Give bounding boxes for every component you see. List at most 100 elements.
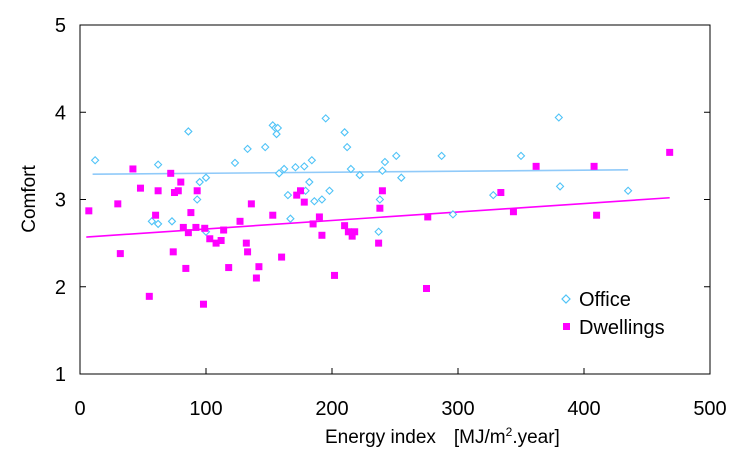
office-point: [346, 164, 356, 174]
office-point: [554, 113, 564, 122]
dwellings-point: [171, 189, 178, 197]
office-point: [153, 219, 163, 229]
y-axis-title: Comfort: [19, 165, 40, 233]
office-point: [274, 169, 284, 178]
y-axis-ticks: 1 2 3 4 5: [55, 15, 710, 386]
office-point: [286, 214, 295, 223]
legend-office-label: Office: [579, 289, 631, 311]
dwellings-point: [509, 208, 517, 216]
office-point: [167, 217, 177, 226]
office-point: [184, 127, 193, 136]
office-point: [279, 164, 289, 174]
office-point: [90, 155, 100, 165]
dwellings-point: [297, 187, 304, 195]
office-point: [291, 162, 300, 172]
dwellings-point: [193, 187, 201, 195]
dwellings-point: [129, 165, 137, 173]
dwellings-point: [424, 213, 432, 221]
office-point: [283, 190, 293, 200]
office-point: [374, 227, 383, 237]
dwellings-point: [341, 222, 349, 230]
dwellings-point: [376, 204, 384, 212]
dwellings-point: [497, 189, 505, 197]
office-point: [378, 166, 387, 175]
dwellings-point: [593, 211, 601, 219]
dwellings-point: [179, 223, 187, 231]
office-point: [397, 173, 406, 182]
office-point: [300, 162, 309, 171]
office-point: [355, 170, 364, 180]
dwellings-point: [217, 237, 225, 245]
dwellings-point: [375, 239, 383, 247]
office-point: [260, 142, 270, 152]
series-office: [90, 113, 633, 237]
dwellings-point: [269, 211, 277, 219]
dwellings-point: [199, 300, 207, 308]
x-axis-title: Energy index [MJ/m2.year]: [325, 425, 560, 448]
dwellings-point: [247, 200, 255, 208]
dwellings-point: [187, 209, 195, 217]
x-axis-title-text: Energy index: [325, 427, 436, 448]
series-dwellings: [85, 148, 674, 308]
dwellings-point: [184, 229, 192, 237]
dwellings-point: [220, 226, 228, 234]
office-point: [448, 210, 458, 219]
dwellings-point: [167, 169, 175, 177]
dwellings-point: [152, 211, 160, 219]
x-tick-label: 100: [189, 398, 222, 420]
dwellings-point: [169, 248, 177, 256]
dwellings-point: [315, 213, 323, 221]
dwellings-point: [255, 263, 263, 271]
dwellings-point: [351, 228, 359, 236]
office-point: [230, 158, 240, 168]
dwellings-point: [278, 253, 286, 261]
x-tick-label: 500: [693, 398, 726, 420]
dwellings-point: [532, 162, 540, 170]
y-tick-label: 2: [55, 277, 66, 299]
x-axis-ticks: 0 100 200 300 400 500: [74, 368, 727, 420]
office-point: [489, 190, 498, 200]
dwellings-point: [244, 248, 252, 256]
dwellings-point: [85, 207, 93, 215]
x-axis-unit-sup: 2: [506, 425, 513, 439]
office-point: [342, 142, 352, 152]
office-point: [317, 195, 327, 204]
dwellings-point: [348, 232, 356, 240]
dwellings-point: [666, 148, 674, 156]
office-point: [391, 151, 401, 161]
dwellings-point: [114, 200, 122, 208]
y-tick-label: 4: [55, 102, 66, 124]
dwellings-point: [116, 250, 124, 258]
office-point: [375, 195, 385, 204]
dwellings-point: [252, 274, 260, 282]
office-point: [321, 114, 330, 123]
office-point: [325, 186, 334, 196]
x-tick-label: 400: [567, 398, 600, 420]
office-point: [380, 157, 390, 167]
office-point: [243, 144, 252, 154]
x-axis-unit-prefix: [MJ/m: [454, 427, 506, 448]
y-tick-label: 5: [55, 15, 66, 37]
data-points: [85, 113, 674, 308]
x-axis-unit-suffix: .year]: [512, 427, 560, 448]
office-point: [310, 196, 319, 206]
dwellings-point: [225, 264, 233, 272]
office-point: [340, 128, 349, 137]
dwellings-point: [136, 184, 144, 192]
office-point: [623, 186, 633, 196]
office-point: [273, 123, 283, 133]
y-tick-label: 1: [55, 364, 66, 386]
dwellings-point: [154, 187, 162, 195]
dwellings-point: [378, 187, 386, 195]
dwellings-point: [174, 187, 182, 195]
dwellings-point: [182, 264, 190, 272]
dwellings-point: [318, 231, 326, 239]
dwellings-point: [192, 223, 200, 231]
dwellings-point: [201, 224, 209, 232]
dwellings-point: [242, 239, 250, 247]
office-point: [192, 195, 202, 204]
office-point: [153, 160, 163, 169]
dwellings-point: [344, 228, 352, 236]
office-point: [147, 217, 157, 226]
